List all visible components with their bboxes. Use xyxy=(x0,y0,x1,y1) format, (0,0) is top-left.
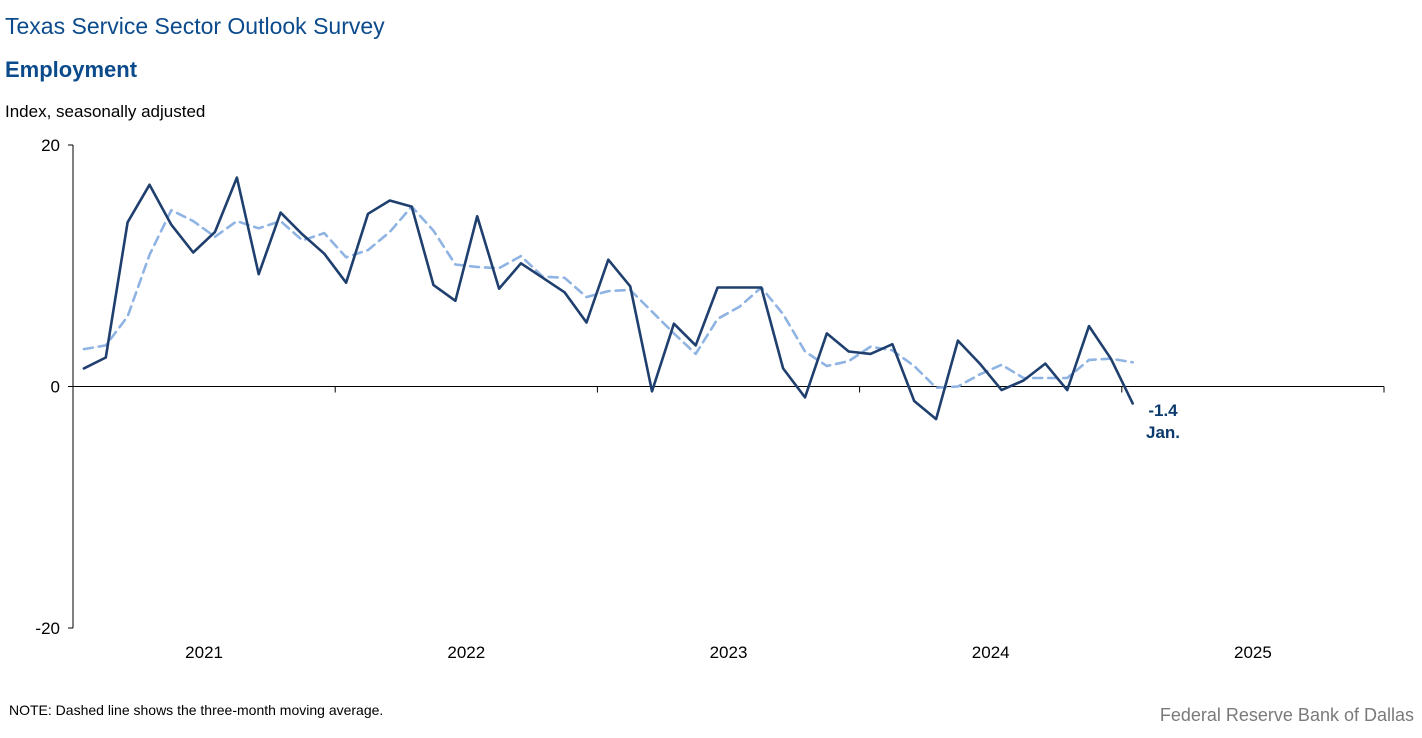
y-tick-label: -20 xyxy=(35,619,60,638)
last-value-annotation: -1.4 xyxy=(1148,401,1178,420)
x-tick-label: 2025 xyxy=(1234,643,1272,662)
series-layer xyxy=(82,176,1134,421)
y-axis-label: Index, seasonally adjusted xyxy=(5,102,206,121)
moving-average-line xyxy=(82,205,1134,390)
x-tick-label: 2024 xyxy=(972,643,1010,662)
source-label: Federal Reserve Bank of Dallas xyxy=(1159,705,1414,725)
y-tick-label: 0 xyxy=(51,378,60,397)
chart-axes: 20 0 -20 2021 2022 2023 2024 2025 xyxy=(35,136,1385,662)
x-tick-label: 2023 xyxy=(710,643,748,662)
chart-title: Texas Service Sector Outlook Survey xyxy=(5,13,385,39)
index-line xyxy=(82,176,1134,421)
x-tick-label: 2022 xyxy=(447,643,485,662)
y-tick-label: 20 xyxy=(41,136,60,155)
last-month-annotation: Jan. xyxy=(1146,423,1180,442)
footnote: NOTE: Dashed line shows the three-month … xyxy=(9,702,384,718)
chart-subtitle: Employment xyxy=(5,57,138,82)
annotation-layer: -1.4 Jan. xyxy=(1146,401,1180,442)
x-tick-label: 2021 xyxy=(185,643,223,662)
